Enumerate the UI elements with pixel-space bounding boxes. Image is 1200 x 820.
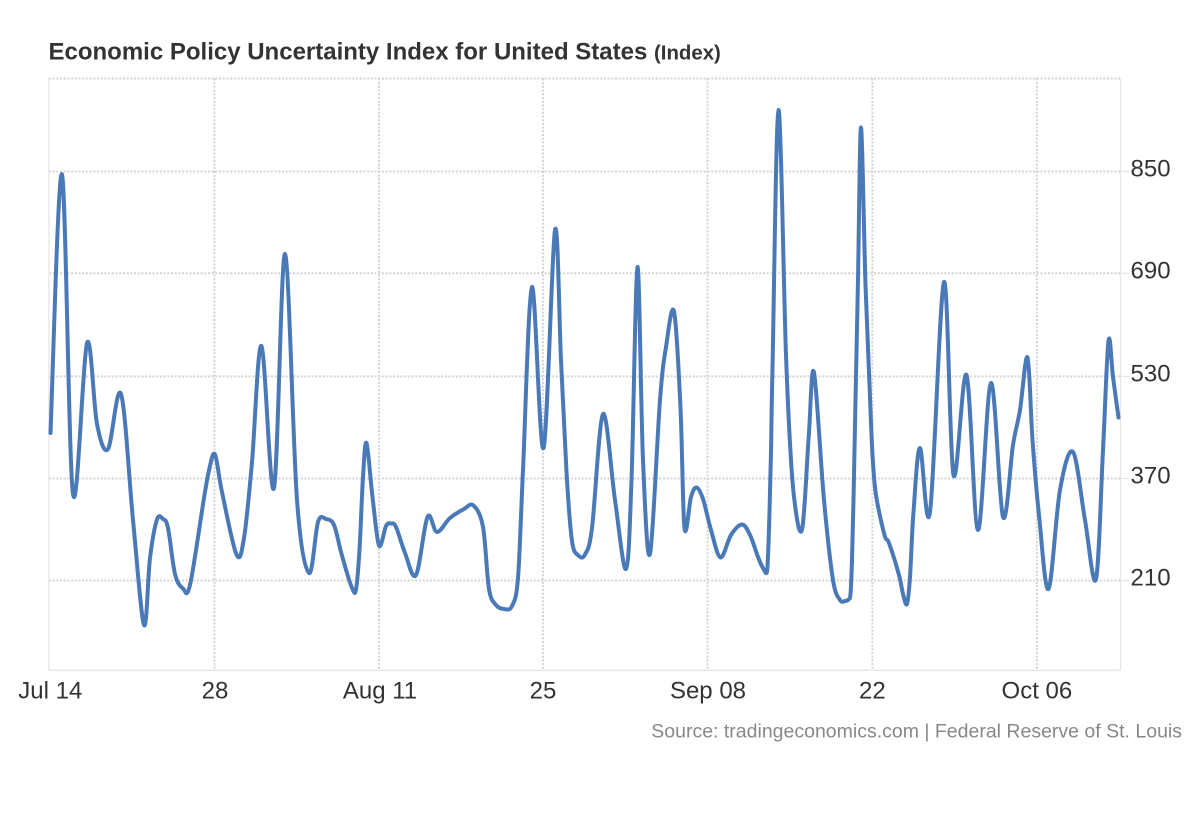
svg-text:Jul 14: Jul 14 [18, 678, 82, 705]
svg-text:Aug 11: Aug 11 [343, 678, 417, 705]
svg-text:210: 210 [1131, 565, 1171, 592]
svg-text:28: 28 [202, 678, 229, 705]
svg-text:Economic Policy Uncertainty In: Economic Policy Uncertainty Index for Un… [49, 39, 721, 66]
svg-text:25: 25 [530, 678, 557, 705]
svg-text:Oct 06: Oct 06 [1002, 678, 1073, 705]
svg-text:850: 850 [1131, 156, 1171, 183]
svg-text:530: 530 [1131, 361, 1171, 388]
svg-text:22: 22 [859, 678, 886, 705]
svg-text:Sep 08: Sep 08 [670, 678, 746, 705]
svg-text:690: 690 [1131, 257, 1171, 284]
svg-text:370: 370 [1131, 463, 1171, 490]
svg-text:Source: tradingeconomics.com |: Source: tradingeconomics.com | Federal R… [651, 721, 1182, 743]
